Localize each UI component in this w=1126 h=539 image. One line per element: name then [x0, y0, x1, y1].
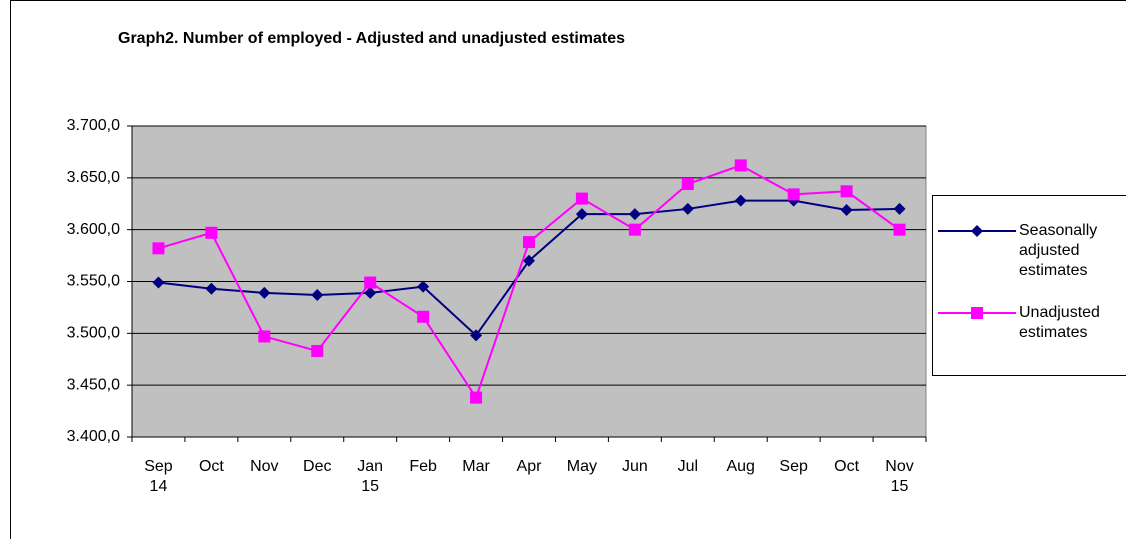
x-tick-label: Sep 14	[144, 458, 173, 495]
legend-box	[932, 195, 1126, 376]
point	[364, 286, 377, 299]
x-tick-label: Oct	[198, 458, 224, 475]
x-tick-label: Nov 15	[885, 458, 914, 495]
y-tick-label: 3.550,0	[67, 273, 120, 290]
point	[417, 310, 430, 323]
y-tick-label: 3.700,0	[67, 117, 120, 134]
x-tick-label: Feb	[409, 458, 437, 475]
point	[258, 286, 271, 299]
point	[311, 344, 324, 357]
chart-border	[10, 0, 1126, 539]
point	[893, 223, 906, 236]
point	[628, 223, 641, 236]
y-tick-label: 3.600,0	[67, 221, 120, 238]
x-tick-label: Jun	[621, 458, 648, 475]
point	[311, 288, 324, 301]
x-tick-label: Aug	[726, 458, 755, 475]
point	[787, 188, 800, 201]
x-tick-label: Dec	[303, 458, 332, 475]
legend-marker	[971, 307, 983, 319]
point	[575, 192, 588, 205]
point	[523, 236, 535, 249]
point	[258, 330, 271, 343]
y-tick-label: 3.650,0	[67, 169, 120, 186]
point	[893, 202, 906, 215]
point	[681, 178, 694, 191]
point	[575, 208, 588, 221]
x-tick-label: Jul	[677, 458, 699, 475]
point	[205, 226, 218, 239]
legend-marker	[971, 225, 983, 237]
y-tick-label: 3.500,0	[67, 325, 120, 342]
x-tick-label: Oct	[834, 458, 860, 475]
x-tick-label: Nov	[250, 458, 279, 475]
point	[470, 329, 483, 342]
chart-title: Graph2. Number of employed - Adjusted an…	[118, 30, 625, 47]
point	[840, 185, 853, 198]
point	[470, 391, 483, 404]
legend-label: Seasonally adjusted estimates	[1019, 222, 1098, 279]
point	[205, 282, 218, 295]
x-tick-label: Jan 15	[357, 458, 384, 495]
point	[417, 280, 430, 293]
x-tick-label: Apr	[516, 458, 542, 475]
x-tick-label: May	[566, 458, 598, 475]
point	[152, 242, 165, 255]
y-tick-label: 3.400,0	[67, 428, 120, 445]
point	[152, 276, 165, 289]
point	[523, 254, 535, 267]
x-tick-label: Sep	[779, 458, 808, 475]
y-tick-label: 3.450,0	[67, 376, 120, 393]
point	[734, 159, 747, 172]
point	[681, 202, 694, 215]
point	[840, 203, 853, 216]
point	[628, 208, 641, 221]
x-tick-label: Mar	[462, 458, 490, 475]
point	[364, 276, 377, 289]
legend-label: Unadjusted estimates	[1019, 304, 1100, 341]
point	[734, 194, 747, 207]
